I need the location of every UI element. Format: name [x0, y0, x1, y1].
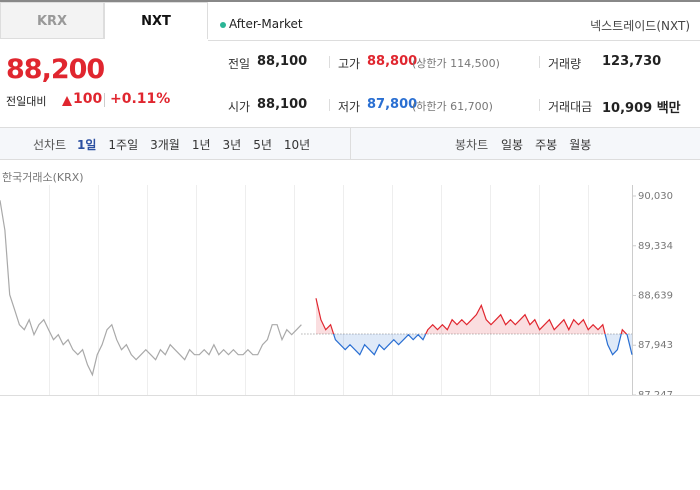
divider — [104, 93, 105, 107]
tab[interactable]: NXT — [104, 2, 208, 39]
stat-value: 88,100 — [257, 54, 308, 69]
top-border — [0, 0, 700, 2]
up-arrow — [62, 96, 72, 106]
stat-note: (하한가 61,700) — [412, 100, 493, 113]
period[interactable]: 10년 — [283, 138, 311, 152]
y-tick-label: 88,639 — [638, 290, 673, 301]
candle-period[interactable]: 주봉 — [535, 138, 558, 152]
stat-value: 87,800 — [367, 97, 418, 112]
stat-divider — [329, 56, 330, 68]
stat-divider — [539, 99, 540, 111]
status-dot — [220, 22, 226, 28]
y-tick-label: 87,247 — [638, 390, 673, 401]
stat-label: 전일 — [228, 57, 251, 71]
change-label: 전일대비 — [6, 95, 47, 108]
stat-divider — [329, 99, 330, 111]
period[interactable]: 1주일 — [108, 138, 139, 152]
stat-note: (상한가 114,500) — [412, 57, 500, 70]
stat-label: 저가 — [338, 100, 361, 114]
rule — [208, 40, 700, 41]
stat-label: 시가 — [228, 100, 251, 114]
y-tick-label: 87,943 — [638, 340, 673, 351]
period[interactable]: 1년 — [191, 138, 211, 152]
period[interactable]: 1일 — [77, 138, 97, 152]
y-tick-label: 90,030 — [638, 191, 673, 202]
status: After-Market — [229, 17, 303, 31]
stat-divider — [539, 56, 540, 68]
stat-value: 88,100 — [257, 97, 308, 112]
tab[interactable]: KRX — [0, 2, 104, 39]
stat-value: 123,730 — [602, 54, 662, 69]
period[interactable]: 3년 — [222, 138, 242, 152]
price: 88,200 — [6, 54, 105, 85]
y-tick-label: 89,334 — [638, 241, 673, 252]
toolbar-divider — [350, 128, 351, 159]
stat-value: 88,800 — [367, 54, 418, 69]
candle-period[interactable]: 일봉 — [501, 138, 524, 152]
price-line — [0, 200, 302, 377]
stat-label: 거래대금 — [548, 100, 593, 114]
stat-value: 10,909 백만 — [602, 101, 681, 116]
period[interactable]: 3개월 — [150, 138, 180, 152]
candle-chart-label: 봉차트 — [455, 138, 489, 152]
stat-label: 고가 — [338, 57, 361, 71]
change-pct: +0.11% — [110, 91, 171, 107]
period[interactable]: 5년 — [253, 138, 272, 152]
chart-source: 한국거래소(KRX) — [2, 171, 84, 184]
market: 넥스트레이드(NXT) — [590, 19, 690, 33]
grid — [49, 185, 636, 396]
plot: 87,247 87,943 88,639 89,334 90,030 — [0, 191, 673, 401]
price-line — [315, 298, 633, 356]
line-chart-label: 선차트 — [33, 138, 67, 152]
stat-label: 거래량 — [548, 57, 582, 71]
change: 100 — [73, 91, 103, 107]
candle-period[interactable]: 월봉 — [569, 138, 592, 152]
